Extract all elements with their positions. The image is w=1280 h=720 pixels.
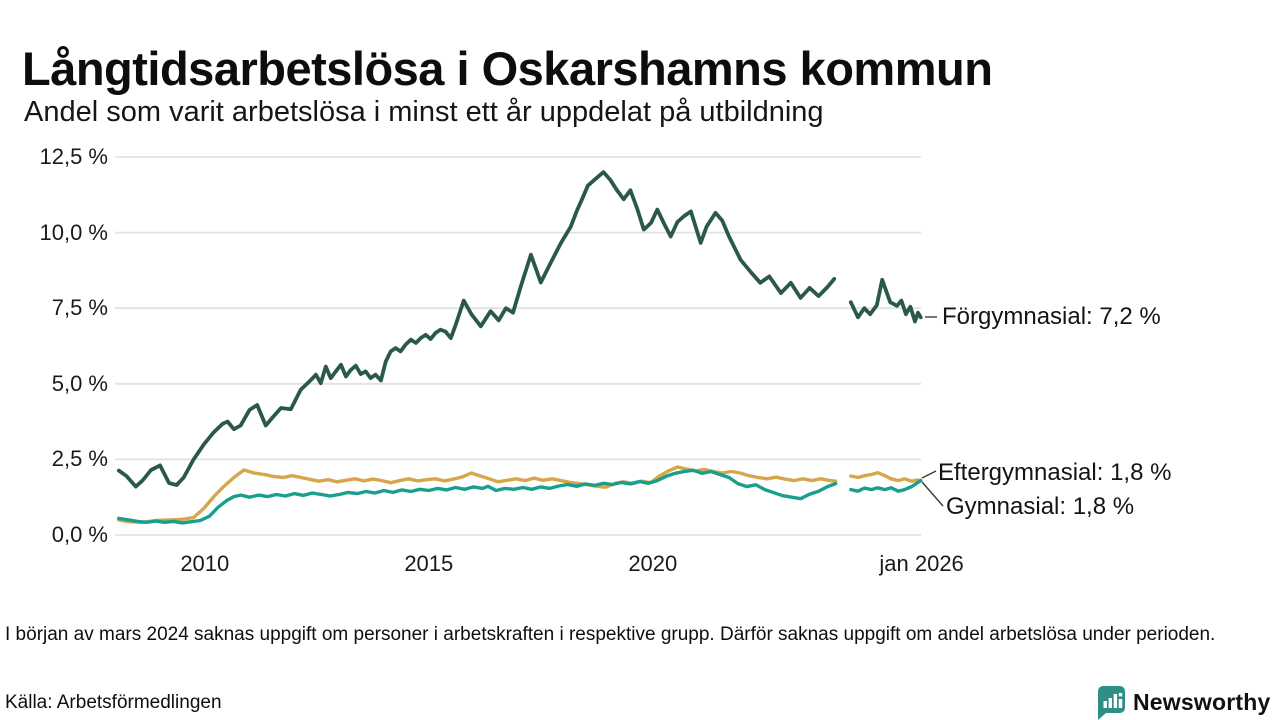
series-end-label-forgymnasial: Förgymnasial: 7,2 % [942, 303, 1161, 330]
y-tick-label: 0,0 % [51, 522, 108, 547]
y-tick-label: 7,5 % [51, 295, 108, 321]
newsworthy-logo-text: Newsworthy [1133, 689, 1271, 715]
y-tick-label: 12,5 % [39, 144, 109, 169]
x-tick-label: 2010 [180, 551, 230, 576]
source-credit: Källa: Arbetsförmedlingen [5, 692, 222, 713]
label-connector-eftergymnasial [921, 470, 937, 479]
series-end-label-eftergymnasial: Eftergymnasial: 1,8 % [938, 459, 1172, 486]
newsworthy-logo: Newsworthy [1096, 685, 1270, 720]
series-line-gymnasial [849, 478, 923, 493]
y-tick-label: 10,0 % [39, 219, 109, 245]
series-line-gymnasial [117, 468, 838, 525]
label-connector-gymnasial [921, 481, 944, 507]
y-tick-label: 5,0 % [51, 370, 108, 396]
newsworthy-pin-barchart-icon [1098, 686, 1125, 720]
series-end-label-gymnasial: Gymnasial: 1,8 % [946, 493, 1135, 520]
x-tick-label: jan 2026 [879, 551, 964, 576]
series-line-eftergymnasial [849, 471, 923, 483]
x-tick-label: 2020 [628, 551, 678, 576]
y-tick-label: 2,5 % [51, 446, 108, 472]
page-subtitle: Andel som varit arbetslösa i minst ett å… [24, 96, 824, 128]
x-tick-label: 2015 [404, 551, 454, 576]
series-line-förgymnasial [116, 170, 837, 489]
page-title: Långtidsarbetslösa i Oskarshamns kommun [22, 42, 993, 96]
series-line-förgymnasial [848, 277, 923, 324]
footnote: I början av mars 2024 saknas uppgift om … [5, 624, 1216, 645]
series-line-eftergymnasial [117, 465, 838, 524]
